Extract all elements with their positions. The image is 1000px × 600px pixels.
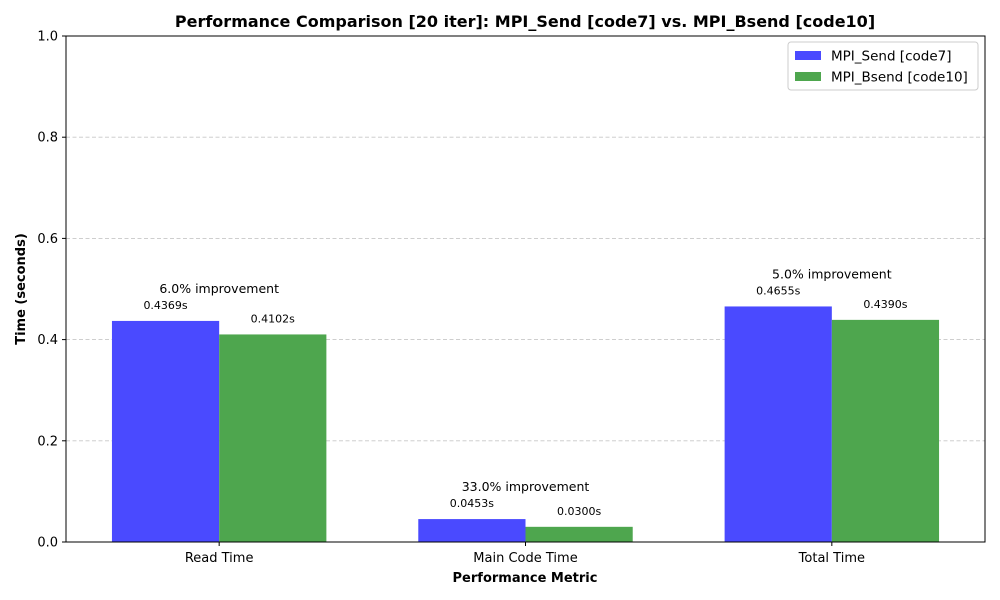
y-axis-label: Time (seconds) (14, 233, 29, 345)
data-label: 0.4369s (143, 299, 187, 312)
y-tick-label: 0.0 (37, 536, 58, 551)
legend-swatch (795, 51, 821, 60)
x-tick-label: Main Code Time (473, 551, 577, 566)
data-label: 0.4655s (756, 284, 800, 297)
improvement-annotation: 5.0% improvement (772, 266, 892, 281)
legend: MPI_Send [code7] MPI_Bsend [code10] (787, 41, 979, 91)
bar[interactable] (418, 519, 526, 542)
data-label: 0.4102s (251, 312, 295, 325)
legend-entry: MPI_Send [code7] (831, 49, 952, 65)
bar[interactable] (831, 319, 940, 542)
labels-layer: 0.4369s 0.4102s 6.0% improvement 0.0453s 0.0… (143, 266, 907, 517)
legend-entry: MPI_Bsend [code10] (831, 70, 968, 86)
x-tick-label: Read Time (185, 551, 254, 566)
improvement-annotation: 33.0% improvement (462, 479, 590, 494)
legend-box (787, 41, 979, 91)
bars-layer (111, 306, 940, 542)
data-label: 0.0453s (450, 497, 494, 510)
bar[interactable] (525, 526, 633, 542)
legend-swatch (795, 72, 821, 81)
data-label: 0.0300s (557, 505, 601, 518)
axes-layer: 0.0 0.2 0.4 0.6 0.8 1.0 Read Time Main Code Tim… (37, 30, 986, 566)
y-tick-label: 0.2 (37, 434, 58, 449)
plot-frame (65, 35, 986, 543)
y-tick-label: 1.0 (37, 30, 58, 45)
bar[interactable] (219, 334, 327, 542)
y-tick-label: 0.6 (37, 232, 58, 247)
data-label: 0.4390s (863, 298, 907, 311)
chart-title: Performance Comparison [20 iter]: MPI_Se… (175, 12, 875, 31)
improvement-annotation: 6.0% improvement (159, 281, 279, 296)
x-tick-label: Total Time (798, 551, 865, 566)
bar[interactable] (111, 320, 220, 542)
x-axis-label: Performance Metric (453, 571, 598, 586)
y-tick-label: 0.4 (37, 333, 58, 348)
bar[interactable] (724, 306, 832, 542)
y-tick-label: 0.8 (37, 131, 58, 146)
